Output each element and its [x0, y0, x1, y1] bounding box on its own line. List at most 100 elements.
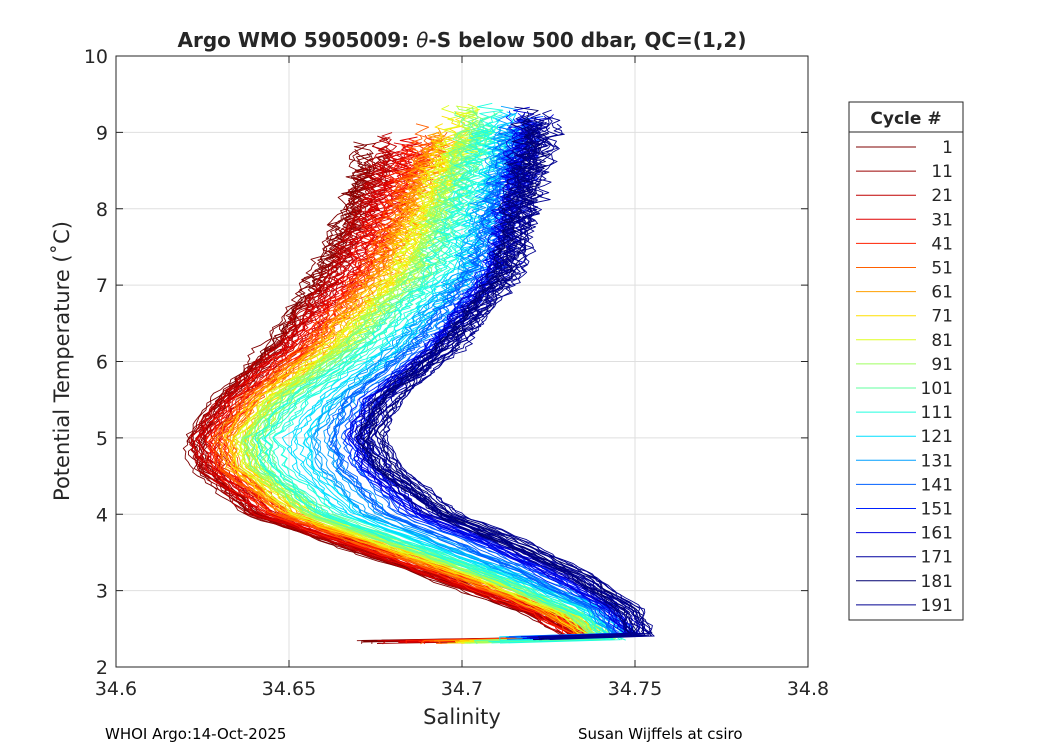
legend-label: 51 — [931, 259, 953, 279]
legend-entry: 31 — [856, 210, 953, 230]
legend-label: 1 — [942, 138, 953, 158]
y-tick-label: 3 — [96, 581, 108, 603]
legend-label: 21 — [931, 186, 953, 206]
profile-line — [243, 111, 597, 638]
profile-line — [241, 134, 598, 644]
ticks — [115, 55, 809, 668]
legend-entry: 11 — [856, 162, 953, 182]
title-suffix: -S below 500 dbar, QC=(1,2) — [428, 28, 746, 52]
legend-label: 111 — [921, 403, 953, 423]
y-tick-labels: 2 3 4 5 6 7 8 9 10 — [84, 46, 108, 679]
legend: Cycle # 11121314151617181911011111211311… — [848, 101, 964, 621]
legend-box — [848, 101, 964, 621]
profile-line — [205, 148, 571, 644]
profile-line — [263, 121, 608, 638]
profile-line — [343, 110, 619, 634]
legend-label: 141 — [921, 475, 953, 495]
x-tick-label: 34.8 — [787, 678, 829, 700]
profile-line — [186, 141, 573, 638]
profile-line — [359, 121, 632, 635]
legend-label: 161 — [921, 524, 953, 544]
legend-entry: 81 — [856, 331, 953, 351]
x-tick-label: 34.6 — [95, 678, 137, 700]
footer-right: Susan Wijffels at csiro — [578, 725, 743, 743]
legend-label: 191 — [921, 596, 953, 616]
profile-line — [210, 135, 584, 645]
profile-line — [314, 128, 615, 638]
legend-entry: 121 — [856, 427, 953, 447]
y-tick-label: 6 — [96, 352, 108, 374]
x-axis-label: Salinity — [423, 705, 501, 729]
legend-entry: 181 — [856, 572, 953, 592]
title-prefix: Argo WMO 5905009: — [178, 28, 417, 52]
profile-line — [235, 137, 594, 640]
y-tick-label: 4 — [96, 504, 108, 526]
x-tick-label: 34.75 — [608, 678, 662, 700]
profile-line — [292, 111, 612, 635]
profile-line — [192, 151, 574, 644]
series-191 — [359, 109, 655, 641]
legend-entry: 1 — [856, 138, 953, 158]
profile-line — [208, 138, 577, 638]
legend-label: 31 — [931, 210, 953, 230]
y-tick-label: 10 — [84, 46, 108, 68]
legend-entry: 131 — [856, 451, 953, 471]
profile-line — [334, 118, 620, 636]
footer-left: WHOI Argo:14-Oct-2025 — [105, 725, 287, 743]
legend-entry: 91 — [856, 355, 953, 375]
legend-label: 91 — [931, 355, 953, 375]
legend-entry: 161 — [856, 524, 953, 544]
legend-label: 41 — [931, 234, 953, 254]
profile-line — [310, 123, 611, 634]
legend-entry: 101 — [856, 379, 953, 399]
profile-line — [197, 145, 572, 645]
legend-entry: 151 — [856, 500, 953, 520]
legend-label: 81 — [931, 331, 953, 351]
profile-line — [224, 146, 587, 640]
legend-label: 131 — [921, 451, 953, 471]
title-theta-symbol: θ — [416, 28, 428, 52]
y-tick-label: 7 — [96, 275, 108, 297]
legend-label: 101 — [921, 379, 953, 399]
profile-line — [333, 127, 618, 638]
legend-label: 181 — [921, 572, 953, 592]
legend-entry: 61 — [856, 283, 953, 303]
profile-line — [342, 140, 632, 640]
legend-label: 151 — [921, 500, 953, 520]
legend-entry: 51 — [856, 259, 953, 279]
legend-entries: 1112131415161718191101111121131141151161… — [856, 138, 953, 616]
profile-line — [281, 128, 607, 641]
y-tick-label: 5 — [96, 428, 108, 450]
y-tick-label: 8 — [96, 199, 108, 221]
profile-line — [245, 122, 600, 639]
x-tick-labels: 34.6 34.65 34.7 34.75 34.8 — [95, 678, 829, 700]
legend-entry: 191 — [856, 596, 953, 616]
x-tick-label: 34.65 — [262, 678, 316, 700]
x-tick-label: 34.7 — [441, 678, 483, 700]
profile-line — [228, 144, 596, 644]
legend-label: 61 — [931, 283, 953, 303]
profile-line — [192, 160, 576, 640]
chart-title: Argo WMO 5905009: θ-S below 500 dbar, QC… — [178, 28, 747, 52]
legend-entry: 171 — [856, 548, 953, 568]
y-axis-label: Potential Temperature (˚C) — [50, 221, 74, 501]
legend-label: 11 — [931, 162, 953, 182]
profile-line — [359, 110, 636, 634]
legend-entry: 41 — [856, 234, 953, 254]
legend-label: 121 — [921, 427, 953, 447]
profile-line — [364, 130, 637, 637]
profile-line — [220, 131, 587, 642]
legend-entry: 21 — [856, 186, 953, 206]
legend-entry: 111 — [856, 403, 953, 423]
series-layer — [182, 102, 655, 645]
profile-line — [272, 114, 625, 642]
legend-entry: 71 — [856, 307, 953, 327]
profile-line — [383, 117, 652, 638]
legend-entry: 141 — [856, 475, 953, 495]
profile-line — [255, 130, 607, 641]
legend-label: 71 — [931, 307, 953, 327]
profile-line — [354, 111, 629, 639]
profile-line — [211, 150, 580, 640]
y-tick-label: 2 — [96, 657, 108, 679]
legend-title: Cycle # — [870, 109, 941, 129]
